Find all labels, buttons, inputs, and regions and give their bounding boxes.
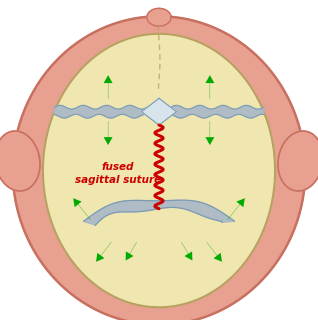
FancyArrow shape <box>207 242 222 262</box>
Polygon shape <box>147 8 171 26</box>
FancyArrow shape <box>73 198 91 220</box>
FancyArrow shape <box>181 242 192 260</box>
Polygon shape <box>43 34 275 307</box>
FancyArrow shape <box>96 242 111 262</box>
FancyArrow shape <box>205 75 214 99</box>
Polygon shape <box>142 98 176 125</box>
Polygon shape <box>278 131 318 191</box>
FancyArrow shape <box>126 242 137 260</box>
Polygon shape <box>84 200 234 225</box>
FancyArrow shape <box>104 75 113 99</box>
FancyArrow shape <box>227 198 245 220</box>
Polygon shape <box>13 16 305 322</box>
FancyArrow shape <box>104 121 113 145</box>
Polygon shape <box>0 131 40 191</box>
Polygon shape <box>54 105 264 118</box>
Text: fused
sagittal suture: fused sagittal suture <box>75 162 161 185</box>
FancyArrow shape <box>205 121 214 145</box>
